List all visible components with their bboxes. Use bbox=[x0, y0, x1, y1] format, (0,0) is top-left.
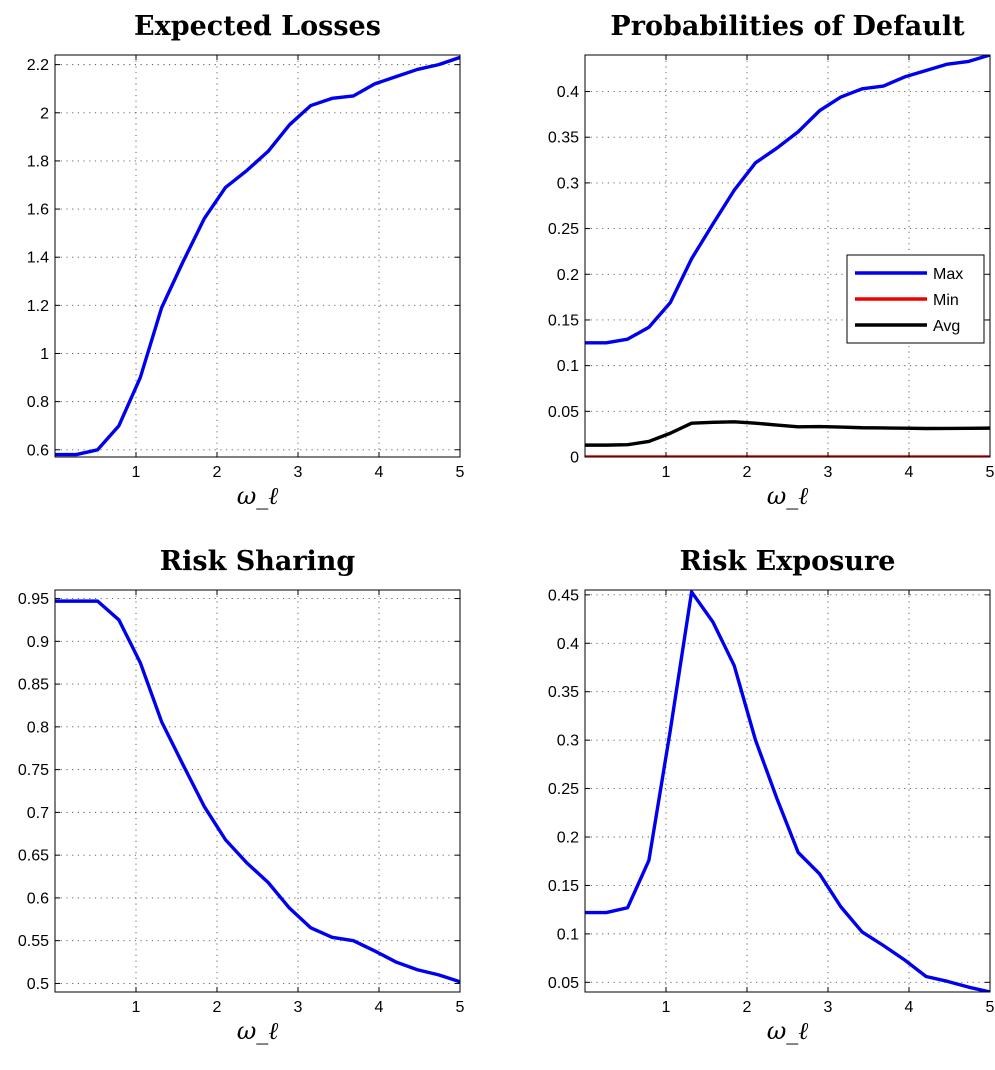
legend-label-min: Min bbox=[933, 292, 959, 309]
chart-title: Risk Sharing bbox=[160, 546, 356, 577]
legend-label-max: Max bbox=[933, 266, 963, 283]
y-tick-label: 0.05 bbox=[548, 404, 579, 421]
x-tick-label: 4 bbox=[375, 464, 384, 481]
y-tick-label: 0.55 bbox=[18, 933, 49, 950]
x-axis-label: ω_ℓ bbox=[237, 1017, 279, 1045]
x-tick-label: 3 bbox=[824, 999, 833, 1016]
x-tick-label: 5 bbox=[456, 999, 465, 1016]
y-tick-label: 0.6 bbox=[27, 442, 49, 459]
x-tick-label: 5 bbox=[986, 464, 995, 481]
chart-risk-sharing: 1 2 3 4 5 0.5 0.55 0.6 0.65 0.7 0.75 0.8 0.85 0.9 0.95… bbox=[18, 546, 465, 1045]
chart-risk-exposure: 1 2 3 4 5 0.05 0.1 0.15 0.2 0.25 0.3 0.35 0.4 0.45 Ris… bbox=[548, 546, 995, 1045]
y-tick-label: 0.25 bbox=[548, 221, 579, 238]
legend-label-avg: Avg bbox=[933, 318, 960, 335]
y-tick-label: 0.75 bbox=[18, 762, 49, 779]
x-tick-label: 2 bbox=[743, 999, 752, 1016]
y-tick-label: 0.4 bbox=[557, 636, 579, 653]
x-axis-label: ω_ℓ bbox=[237, 482, 279, 510]
x-tick-label: 3 bbox=[824, 464, 833, 481]
axes-box bbox=[584, 54, 991, 458]
y-tick-label: 0.9 bbox=[27, 634, 49, 651]
x-tick-label: 4 bbox=[375, 999, 384, 1016]
chart-expected-losses: 1 2 3 4 5 0.6 0.8 1 1.2 1.4 1.6 1.8 2 2.2 Expected Los… bbox=[27, 11, 465, 510]
series-line bbox=[55, 599, 460, 984]
x-tick-label: 2 bbox=[213, 464, 222, 481]
x-axis-label: ω_ℓ bbox=[767, 1017, 809, 1045]
axes-box bbox=[584, 589, 991, 993]
y-tick-label: 0.8 bbox=[27, 394, 49, 411]
chart-title: Risk Exposure bbox=[680, 546, 896, 577]
series-line-max bbox=[585, 55, 990, 345]
series-line bbox=[55, 55, 460, 457]
axes-box bbox=[54, 589, 461, 993]
y-tick-label: 0.65 bbox=[18, 848, 49, 865]
legend: Max Min Avg bbox=[846, 254, 985, 344]
y-tick-label: 0.15 bbox=[548, 312, 579, 329]
y-tick-label: 0.2 bbox=[557, 830, 579, 847]
x-tick-label: 4 bbox=[905, 464, 914, 481]
y-tick-label: 0.5 bbox=[27, 976, 49, 993]
x-tick-label: 4 bbox=[905, 999, 914, 1016]
x-tick-label: 5 bbox=[456, 464, 465, 481]
chart-title: Expected Losses bbox=[134, 11, 381, 42]
x-tick-label: 1 bbox=[132, 464, 141, 481]
y-tick-label: 0.3 bbox=[557, 175, 579, 192]
y-tick-label: 1.2 bbox=[27, 298, 49, 315]
y-tick-label: 0.2 bbox=[557, 267, 579, 284]
y-tick-label: 2 bbox=[40, 105, 49, 122]
y-tick-label: 0.7 bbox=[27, 805, 49, 822]
x-tick-label: 5 bbox=[986, 999, 995, 1016]
y-tick-label: 0.05 bbox=[548, 975, 579, 992]
series-line bbox=[585, 590, 990, 992]
y-tick-label: 0.1 bbox=[557, 358, 579, 375]
y-tick-label: 0.45 bbox=[548, 587, 579, 604]
x-tick-label: 1 bbox=[662, 999, 671, 1016]
y-tick-label: 0.4 bbox=[557, 84, 579, 101]
y-tick-label: 0.35 bbox=[548, 130, 579, 147]
y-tick-label: 0.8 bbox=[27, 719, 49, 736]
x-tick-label: 1 bbox=[132, 999, 141, 1016]
y-tick-label: 1.4 bbox=[27, 250, 49, 267]
x-tick-label: 2 bbox=[213, 999, 222, 1016]
y-tick-label: 0.85 bbox=[18, 677, 49, 694]
y-tick-label: 2.2 bbox=[27, 57, 49, 74]
axes-box bbox=[54, 54, 461, 458]
x-tick-label: 2 bbox=[743, 464, 752, 481]
x-tick-label: 3 bbox=[294, 999, 303, 1016]
y-tick-label: 0.95 bbox=[18, 591, 49, 608]
y-tick-label: 0.15 bbox=[548, 878, 579, 895]
y-tick-label: 0 bbox=[570, 450, 579, 467]
y-tick-label: 1.6 bbox=[27, 202, 49, 219]
y-tick-label: 0.6 bbox=[27, 890, 49, 907]
y-tick-label: 1.8 bbox=[27, 153, 49, 170]
series-line-avg bbox=[585, 420, 990, 447]
chart-probabilities-of-default: 1 2 3 4 5 0 0.05 0.1 0.15 0.2 0.25 0.3 0.35 0.4 Probab… bbox=[548, 11, 995, 510]
y-tick-label: 1 bbox=[40, 346, 49, 363]
x-axis-label: ω_ℓ bbox=[767, 482, 809, 510]
y-tick-label: 0.1 bbox=[557, 926, 579, 943]
chart-title: Probabilities of Default bbox=[610, 11, 965, 42]
x-tick-label: 3 bbox=[294, 464, 303, 481]
y-tick-label: 0.3 bbox=[557, 733, 579, 750]
x-tick-label: 1 bbox=[662, 464, 671, 481]
y-tick-label: 0.25 bbox=[548, 781, 579, 798]
y-tick-label: 0.35 bbox=[548, 684, 579, 701]
